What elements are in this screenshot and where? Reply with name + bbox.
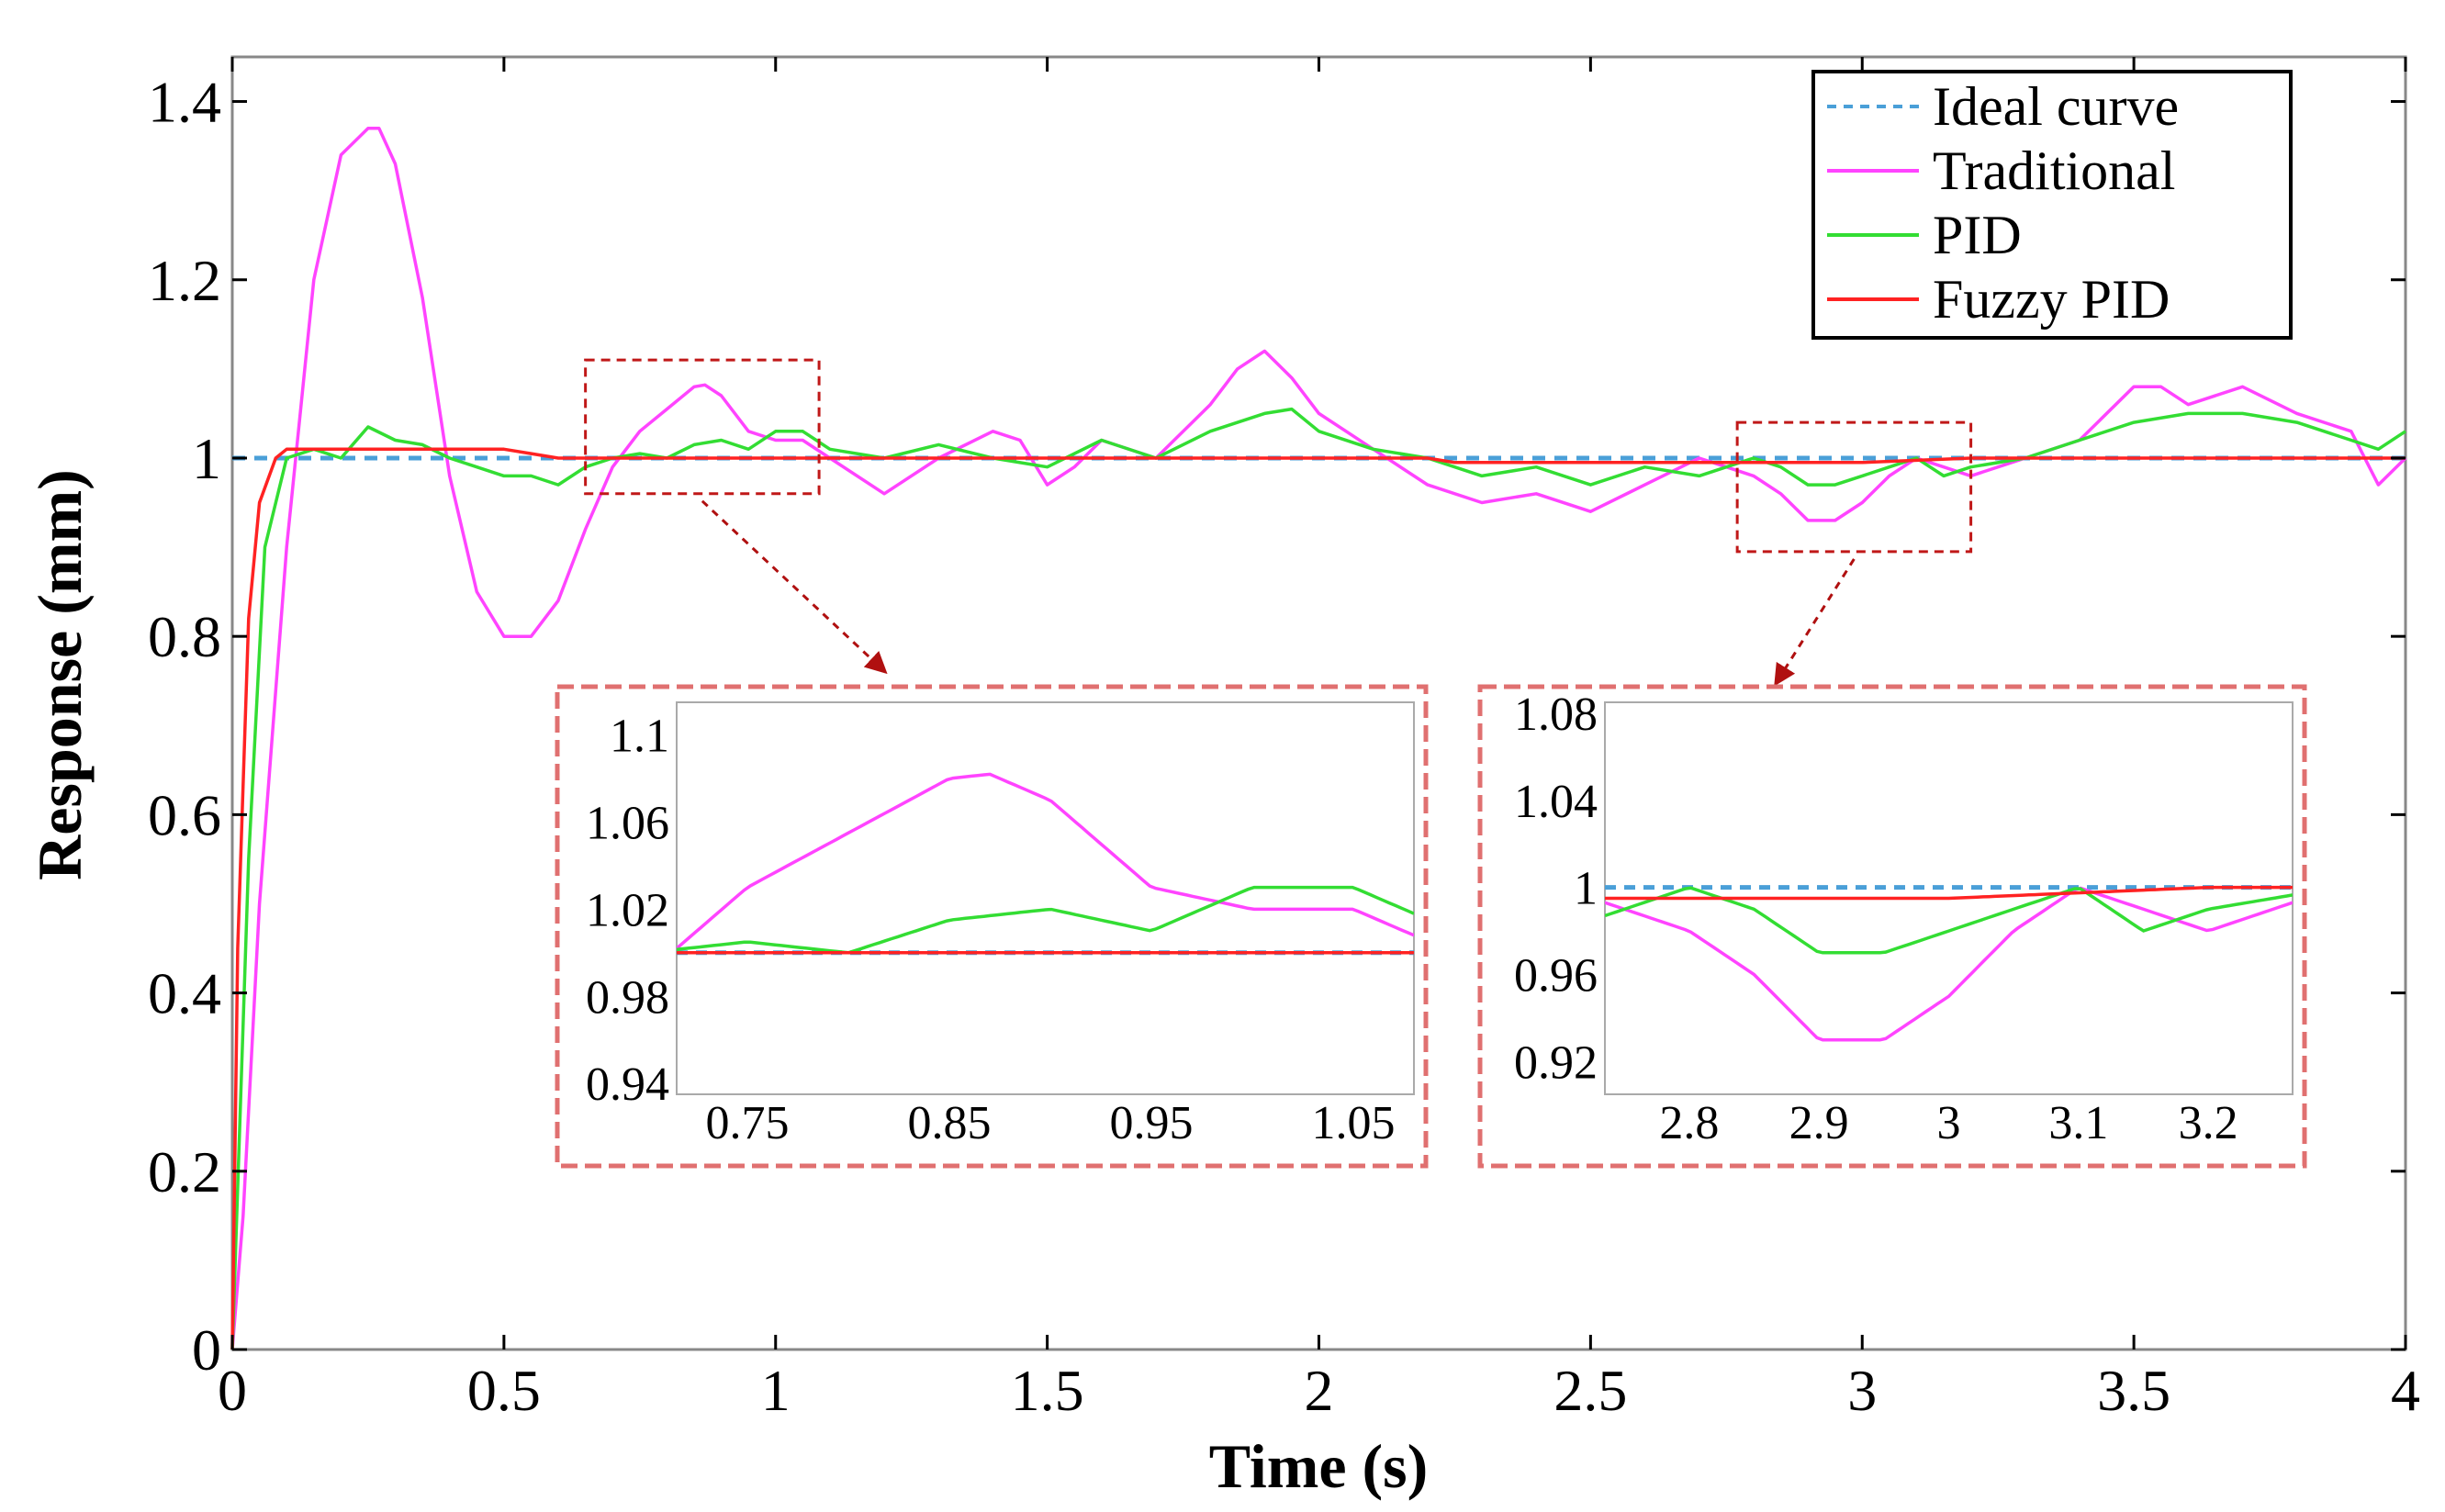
- x-tick-label: 3.5: [2097, 1358, 2170, 1423]
- y-tick-label: 0: [192, 1317, 221, 1383]
- inset-x-tick-label: 0.95: [1110, 1097, 1194, 1149]
- inset-x-tick-label: 2.9: [1789, 1097, 1849, 1149]
- legend-label-traditional: Traditional: [1933, 140, 2175, 201]
- legend-label-ideal: Ideal curve: [1933, 76, 2179, 137]
- inset-x-tick-label: 3.2: [2179, 1097, 2238, 1149]
- y-tick-label: 0.2: [148, 1139, 221, 1204]
- inset-x-tick-label: 0.75: [706, 1097, 790, 1149]
- inset-series-traditional: [677, 772, 1414, 950]
- inset-series: [1605, 885, 2293, 1042]
- main-series: [230, 126, 2407, 1350]
- x-tick-label: 4: [2391, 1358, 2420, 1423]
- main-ticks: 0 0.5 1 1.5 2 2.5 3 3.5 4 0 0.2 0.4 0.6 0.8 1 1.2 1.4: [148, 57, 2420, 1423]
- inset-y-tick-label: 1.06: [586, 797, 669, 849]
- y-tick-label: 1.4: [148, 70, 221, 135]
- legend-box: [1811, 70, 2293, 340]
- x-tick-label: 0: [218, 1358, 247, 1423]
- y-tick-label: 0.8: [148, 604, 221, 669]
- inset-x-tick-label: 0.85: [908, 1097, 992, 1149]
- series-fuzzy-pid: [230, 447, 2406, 1350]
- x-tick-label: 1.5: [1011, 1358, 1084, 1423]
- legend-label-pid: PID: [1933, 205, 2022, 265]
- inset-y-tick-label: 1.08: [1514, 689, 1598, 741]
- zoom-indicators: [584, 358, 1973, 687]
- x-tick-label: 1: [761, 1358, 791, 1423]
- x-tick-label: 3: [1847, 1358, 1877, 1423]
- inset-y-tick-label: 1.04: [1514, 776, 1598, 828]
- y-tick-label: 1: [192, 426, 221, 491]
- inset-y-tick-label: 0.98: [586, 971, 669, 1024]
- inset-2: 2.8 2.9 3 3.1 3.2 0.92 0.96 1 1.04 1.08: [1477, 684, 2307, 1169]
- inset-series-fuzzy-pid: [1605, 885, 2293, 901]
- inset-y-tick-label: 1.1: [610, 711, 669, 763]
- zoom-source-box: [584, 358, 821, 496]
- x-axis-title: Time (s): [1209, 1431, 1429, 1501]
- legend: Ideal curve Traditional PID Fuzzy PID: [1811, 70, 2293, 340]
- y-axis-title: Response (mm): [25, 469, 95, 880]
- zoom-arrow: [1774, 558, 1856, 687]
- x-tick-label: 2: [1305, 1358, 1334, 1423]
- inset-series-pid: [677, 885, 1414, 955]
- inset-plot-area: [676, 701, 1415, 1095]
- inset-y-tick-label: 0.96: [1514, 950, 1598, 1002]
- insets: 0.75 0.85 0.95 1.050.940.981.021.061.12.8 2.…: [555, 684, 2307, 1169]
- inset-y-tick-label: 0.92: [1514, 1036, 1598, 1089]
- x-tick-label: 2.5: [1553, 1358, 1627, 1423]
- inset-1: 0.75 0.85 0.95 1.05 0.94 0.98 1.02 1.06 1.1: [555, 684, 1429, 1169]
- inset-x-tick-label: 3.1: [2048, 1097, 2108, 1149]
- inset-x-tick-label: 3: [1937, 1097, 1961, 1149]
- inset-x-tick-label: 2.8: [1659, 1097, 1719, 1149]
- inset-y-tick-label: 1.02: [586, 884, 669, 936]
- y-tick-label: 0.6: [148, 782, 221, 847]
- inset-x-tick-label: 1.05: [1312, 1097, 1396, 1149]
- zoom-source-box: [1735, 420, 1973, 554]
- inset-y-tick-label: 0.94: [586, 1058, 669, 1111]
- y-tick-label: 1.2: [148, 248, 221, 313]
- inset-series: [677, 772, 1414, 956]
- inset-y-tick-label: 1: [1574, 863, 1598, 915]
- legend-label-fuzzy: Fuzzy PID: [1933, 269, 2170, 330]
- y-tick-label: 0.4: [148, 961, 221, 1026]
- x-tick-label: 0.5: [467, 1358, 541, 1423]
